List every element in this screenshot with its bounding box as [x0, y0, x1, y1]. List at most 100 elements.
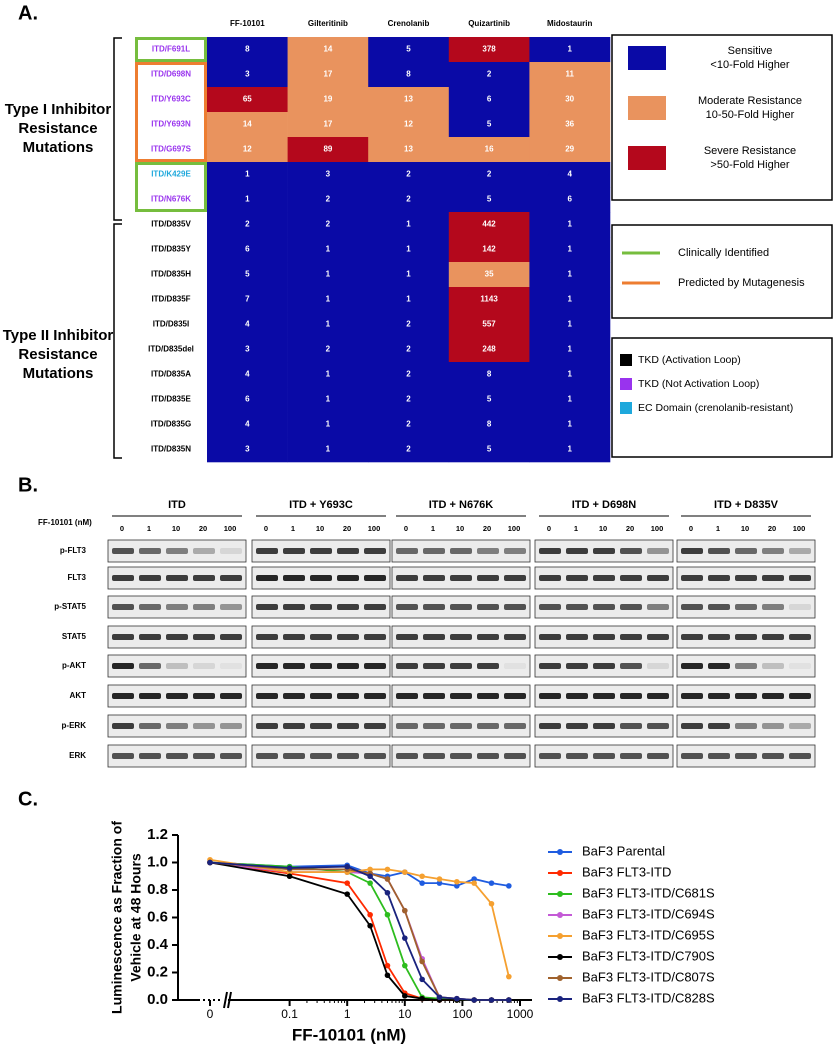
- cell-value: 1: [567, 345, 572, 354]
- blot-band: [789, 663, 811, 669]
- cell-value: 6: [487, 95, 492, 104]
- legend-text: BaF3 FLT3-ITD/C790S: [582, 948, 715, 963]
- group-header: ITD + D698N: [572, 499, 637, 511]
- blot-row-label: STAT5: [62, 632, 87, 641]
- heatmap-cell: [368, 437, 450, 463]
- cell-value: 378: [482, 45, 496, 54]
- cell-value: 1: [567, 295, 572, 304]
- cell-value: 30: [565, 95, 574, 104]
- blot-band: [423, 723, 445, 729]
- group-label: Mutations: [23, 365, 94, 382]
- legend-marker: [557, 975, 563, 981]
- legend-box: [611, 34, 833, 201]
- blot-band: [708, 575, 730, 581]
- series-line: [209, 861, 509, 887]
- cell-value: 1: [326, 270, 331, 279]
- blot-band: [539, 548, 561, 554]
- blot-band: [647, 575, 669, 581]
- cell-value: 13: [404, 145, 413, 154]
- cell-value: 1: [567, 220, 572, 229]
- blot-band: [112, 634, 134, 640]
- heatmap-cell: [448, 412, 530, 438]
- legend-marker: [557, 891, 563, 897]
- legend-text: BaF3 FLT3-ITD/C681S: [582, 885, 715, 900]
- blot-band: [450, 575, 472, 581]
- heatmap-cell: [207, 387, 288, 413]
- blot-band: [504, 634, 526, 640]
- heatmap-cell: [529, 112, 611, 138]
- blot-band: [139, 575, 161, 581]
- blot-band: [647, 634, 669, 640]
- dose-label: 0: [120, 524, 124, 533]
- blot-band: [337, 548, 359, 554]
- blot-band: [364, 723, 386, 729]
- data-point: [367, 922, 373, 929]
- data-point: [488, 880, 495, 886]
- blot-band: [708, 548, 730, 554]
- blot-band: [220, 693, 242, 699]
- column-header: Midostaurin: [547, 19, 592, 28]
- blot-band: [337, 753, 359, 759]
- blot-band: [620, 575, 642, 581]
- blot-band: [593, 753, 615, 759]
- blot-band: [112, 693, 134, 699]
- blot-band: [566, 693, 588, 699]
- dose-label: 1: [291, 524, 295, 533]
- blot-band: [647, 604, 669, 610]
- blot-band: [504, 723, 526, 729]
- data-point: [419, 976, 425, 983]
- blot-band: [112, 548, 134, 554]
- blot-band: [539, 663, 561, 669]
- data-point: [402, 935, 408, 941]
- cell-value: 5: [487, 445, 492, 454]
- heatmap-cell: [368, 37, 450, 63]
- blot-band: [364, 575, 386, 581]
- cell-value: 4: [245, 320, 250, 329]
- blot-band: [310, 604, 332, 610]
- blot-band: [735, 753, 757, 759]
- legend-text: 10-50-Fold Higher: [706, 109, 795, 121]
- group-header: ITD: [168, 499, 186, 511]
- blot-band: [620, 723, 642, 729]
- heatmap-cell: [207, 137, 288, 163]
- heatmap-cell: [368, 387, 450, 413]
- heatmap-cell: [287, 262, 369, 288]
- cell-value: 29: [565, 145, 574, 154]
- cell-value: 8: [406, 70, 411, 79]
- cell-value: 17: [323, 70, 332, 79]
- legend-text: BaF3 FLT3-ITD: [582, 864, 671, 879]
- blot-band: [647, 693, 669, 699]
- data-point: [436, 876, 443, 882]
- column-header: Gilteritinib: [308, 19, 348, 28]
- origin-box: [135, 37, 207, 62]
- legend-text: BaF3 Parental: [582, 843, 665, 858]
- data-point: [367, 880, 373, 886]
- cell-value: 6: [245, 245, 250, 254]
- dose-label: 20: [626, 524, 634, 533]
- blot-band: [477, 575, 499, 581]
- panel-label: B.: [18, 474, 38, 496]
- blot-band: [450, 604, 472, 610]
- blot-band: [539, 723, 561, 729]
- legend-text: EC Domain (crenolanib-resistant): [638, 402, 793, 414]
- data-point: [402, 993, 408, 999]
- blot-row-label: p-FLT3: [60, 546, 87, 555]
- blot-band: [283, 663, 305, 669]
- cell-value: 1: [406, 245, 411, 254]
- heatmap-cell: [287, 412, 369, 438]
- data-point: [454, 883, 460, 889]
- blot-band: [477, 723, 499, 729]
- dose-label: 0: [264, 524, 268, 533]
- heatmap-cell: [207, 37, 288, 63]
- cell-value: 8: [245, 45, 250, 54]
- blot-band: [423, 663, 445, 669]
- dose-label: 100: [508, 524, 521, 533]
- blot-band: [283, 548, 305, 554]
- heatmap-cell: [287, 287, 369, 313]
- blot-band: [593, 663, 615, 669]
- heatmap-cell: [529, 262, 611, 288]
- heatmap-cell: [207, 262, 288, 288]
- blot-band: [396, 723, 418, 729]
- blot-band: [193, 634, 215, 640]
- blot-band: [283, 634, 305, 640]
